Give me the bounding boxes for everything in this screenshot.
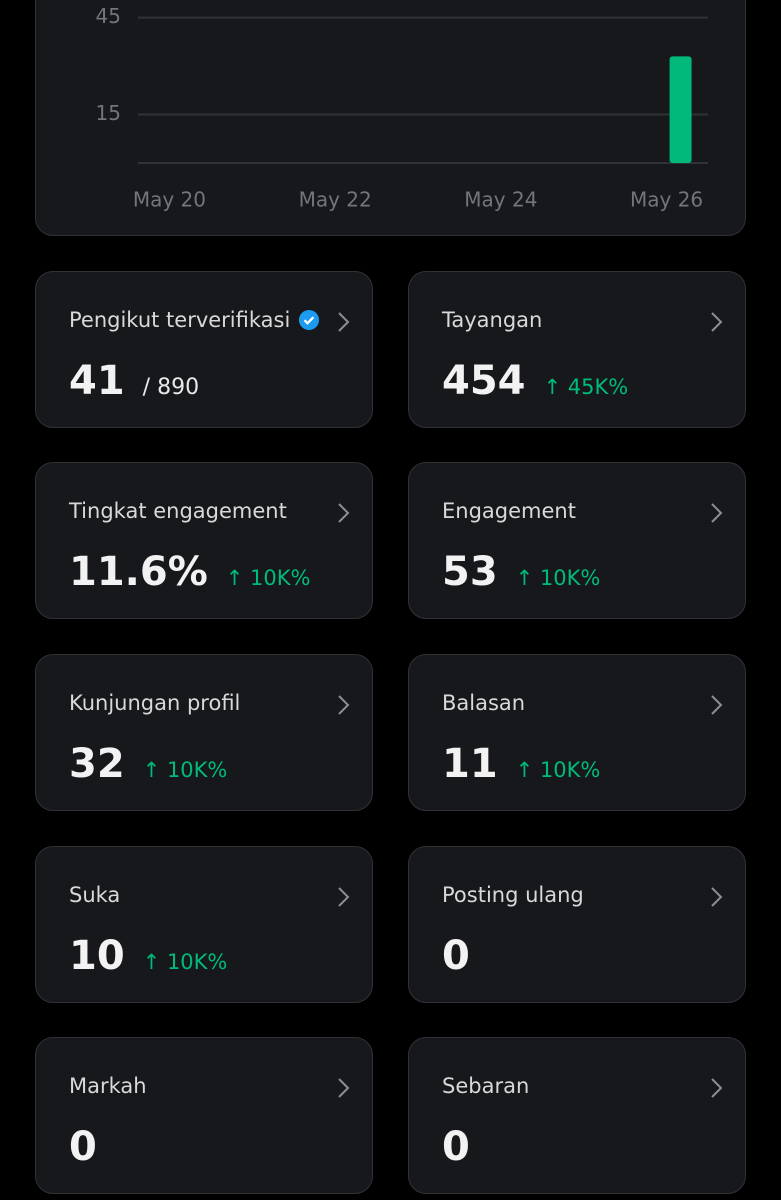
chart: 15 45 May 20 May 22 May 24 May 26	[96, 4, 708, 212]
card-value: 11	[442, 741, 498, 787]
stat-card[interactable]: Suka 10 ↑ 10K%	[35, 846, 373, 1003]
verified-badge	[299, 310, 320, 330]
card-value: 41	[69, 358, 125, 404]
card-title: Sebaran	[442, 1074, 529, 1098]
chevron	[338, 503, 350, 523]
card-value: 11.6%	[69, 549, 208, 595]
chart-card	[35, 0, 746, 236]
stat-card[interactable]: Sebaran 0	[408, 1037, 746, 1194]
card-title-text: Tingkat engagement	[69, 499, 287, 523]
card-title: Suka	[69, 883, 120, 907]
card-title: Markah	[69, 1074, 147, 1098]
stat-card[interactable]: Pengikut terverifikasi 41 / 890	[35, 271, 373, 428]
card-title-text: Markah	[69, 1074, 147, 1098]
card-title-text: Suka	[69, 883, 121, 907]
y-tick-label: 45	[96, 4, 121, 28]
stat-card[interactable]: Posting ulang 0	[408, 846, 746, 1003]
card-title: Tayangan	[442, 308, 542, 332]
card-title-text: Tayangan	[442, 308, 543, 332]
card-title: Posting ulang	[442, 883, 584, 907]
chevron	[338, 887, 350, 907]
card-title-text: Sebaran	[442, 1074, 530, 1098]
card-value: 0	[69, 1124, 97, 1170]
card-title-text: Balasan	[442, 691, 526, 715]
chevron	[711, 312, 723, 332]
card-title: Kunjungan profil	[69, 691, 240, 715]
card-value: 53	[442, 549, 498, 595]
x-tick-label: May 24	[464, 188, 537, 212]
card-sub: / 890	[142, 375, 200, 400]
card-value: 0	[442, 1124, 470, 1170]
card-value: 454	[442, 358, 526, 404]
bar	[669, 56, 692, 163]
chevron	[711, 1078, 723, 1098]
card-title: Pengikut terverifikasi	[69, 308, 320, 332]
x-tick-label: May 26	[630, 188, 703, 212]
stat-card[interactable]: Balasan 11 ↑ 10K%	[408, 654, 746, 811]
card-value: 32	[69, 741, 125, 787]
card-change: ↑ 45K%	[543, 375, 629, 399]
stat-card[interactable]: Markah 0	[35, 1037, 373, 1194]
chevron	[338, 695, 350, 715]
card-value: 10	[69, 933, 125, 979]
chevron	[711, 503, 723, 523]
card-change: ↑ 10K%	[142, 950, 228, 974]
card-change: ↑ 10K%	[225, 566, 311, 590]
card-title-text: Engagement	[442, 499, 576, 523]
card-value: 0	[442, 933, 470, 979]
card-title: Balasan	[442, 691, 525, 715]
card-title-text: Posting ulang	[442, 883, 584, 907]
chevron	[711, 695, 723, 715]
x-tick-label: May 22	[299, 188, 372, 212]
card-title: Engagement	[442, 499, 576, 523]
stat-card[interactable]: Tayangan 454 ↑ 45K%	[408, 271, 746, 428]
card-change: ↑ 10K%	[515, 566, 601, 590]
chevron	[338, 1078, 350, 1098]
x-tick-label: May 20	[133, 188, 206, 212]
stat-card[interactable]: Engagement 53 ↑ 10K%	[408, 462, 746, 619]
stat-card[interactable]: Tingkat engagement 11.6% ↑ 10K%	[35, 462, 373, 619]
card-change: ↑ 10K%	[142, 758, 228, 782]
card-change: ↑ 10K%	[515, 758, 601, 782]
stat-card[interactable]: Kunjungan profil 32 ↑ 10K%	[35, 654, 373, 811]
card-title: Tingkat engagement	[69, 499, 287, 523]
card-title-text: Kunjungan profil	[69, 691, 241, 715]
chevron	[338, 312, 350, 332]
chevron	[711, 887, 723, 907]
card-title-text: Pengikut terverifikasi	[69, 308, 291, 332]
y-tick-label: 15	[96, 101, 121, 125]
